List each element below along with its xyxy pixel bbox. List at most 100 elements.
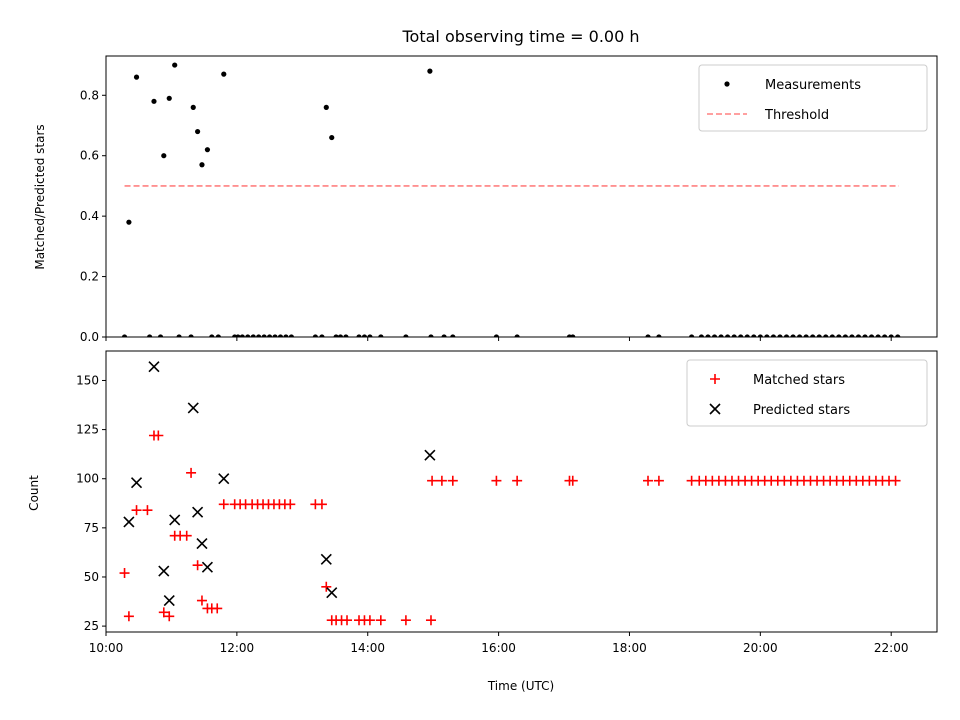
measurement-point bbox=[133, 74, 140, 80]
measurement-point bbox=[209, 334, 215, 337]
matched-star-point bbox=[119, 568, 130, 579]
matched-star-point bbox=[653, 475, 664, 486]
matched-star-point bbox=[342, 615, 353, 626]
matched-star-point bbox=[400, 615, 411, 626]
measurement-point bbox=[221, 71, 227, 77]
measurement-point bbox=[816, 334, 822, 337]
x-tick-label-5: 20:00 bbox=[743, 641, 778, 655]
matched-star-point bbox=[567, 475, 578, 486]
matched-star-point bbox=[364, 615, 375, 626]
measurement-point bbox=[705, 334, 711, 337]
predicted-star-point bbox=[201, 561, 213, 573]
measurement-point bbox=[367, 334, 373, 337]
y-tick-label-0-2: 0.4 bbox=[80, 209, 99, 223]
matched-star-point bbox=[192, 560, 203, 571]
measurement-point bbox=[875, 334, 881, 337]
predicted-star-point bbox=[158, 565, 170, 577]
matched-star-point bbox=[375, 615, 386, 626]
y-tick-label-0-1: 0.2 bbox=[80, 270, 99, 284]
matched-star-point bbox=[181, 530, 192, 541]
y-tick-label-1-4: 125 bbox=[76, 423, 99, 437]
measurement-point bbox=[770, 334, 777, 337]
y-tick-label-0-0: 0.0 bbox=[80, 330, 99, 344]
x-tick-label-2: 14:00 bbox=[350, 641, 385, 655]
y-tick-label-1-5: 150 bbox=[76, 373, 99, 387]
measurement-point bbox=[312, 334, 318, 337]
measurement-point bbox=[823, 334, 829, 337]
matched-star-point bbox=[131, 505, 142, 516]
matched-star-point bbox=[316, 499, 327, 510]
measurement-point bbox=[343, 334, 349, 337]
predicted-star-point bbox=[196, 538, 208, 550]
measurement-point bbox=[656, 334, 662, 337]
measurement-point bbox=[283, 334, 289, 337]
x-tick-label-0: 10:00 bbox=[89, 641, 124, 655]
measurement-point bbox=[235, 334, 241, 337]
measurement-point bbox=[337, 334, 344, 337]
matched-star-point bbox=[153, 430, 164, 441]
matched-star-point bbox=[158, 607, 169, 618]
measurement-point bbox=[849, 334, 855, 337]
x-tick-label-1: 12:00 bbox=[220, 641, 255, 655]
matched-star-point bbox=[643, 475, 654, 486]
measurement-point bbox=[725, 334, 731, 337]
bottom-panel: 25 50 75 100 125 150 10:00 12:00 14:00 16:00 18:00… bbox=[76, 350, 938, 655]
measurement-point bbox=[188, 334, 194, 337]
predicted-star-point bbox=[169, 514, 181, 526]
legend-marker-matched bbox=[710, 374, 720, 384]
measurement-point bbox=[333, 334, 339, 337]
panel-frame-1 bbox=[105, 350, 938, 633]
measurement-point bbox=[319, 334, 325, 337]
matched-star-point bbox=[123, 611, 134, 622]
predicted-star-point bbox=[320, 553, 332, 565]
matched-star-point bbox=[321, 581, 332, 592]
measurement-point bbox=[190, 104, 196, 110]
measurement-point bbox=[266, 334, 273, 337]
measurement-point bbox=[403, 334, 409, 337]
measurement-point bbox=[689, 334, 695, 337]
legend-box-1 bbox=[686, 359, 928, 427]
bottom-y-axis-label: Count bbox=[27, 475, 41, 511]
measurement-point bbox=[356, 334, 362, 337]
legend-label-1-1: Predicted stars bbox=[753, 403, 850, 418]
measurement-point bbox=[836, 334, 842, 337]
measurement-point bbox=[731, 334, 737, 337]
measurement-point bbox=[777, 334, 783, 337]
predicted-star-point bbox=[148, 361, 160, 373]
measurement-point bbox=[288, 334, 294, 337]
matched-star-point bbox=[427, 475, 438, 486]
measurement-point bbox=[195, 128, 201, 135]
measurement-point bbox=[450, 334, 456, 337]
measurement-point bbox=[441, 334, 447, 337]
y-tick-label-0-4: 0.8 bbox=[80, 88, 99, 102]
measurement-point bbox=[888, 334, 894, 337]
x-tick-label-3: 16:00 bbox=[481, 641, 516, 655]
measurement-point bbox=[157, 334, 164, 337]
measurement-point bbox=[176, 334, 182, 337]
predicted-star-point bbox=[326, 587, 338, 599]
measurement-point bbox=[764, 334, 770, 337]
legend-marker-predicted bbox=[709, 403, 721, 415]
x-tick-label-6: 22:00 bbox=[874, 641, 909, 655]
measurement-point bbox=[744, 334, 750, 337]
matched-star-point bbox=[447, 475, 458, 486]
matched-star-point bbox=[212, 603, 223, 614]
measurement-point bbox=[855, 334, 862, 337]
legend-label-0-0: Measurements bbox=[765, 78, 861, 93]
legend-marker-measurements bbox=[724, 81, 730, 87]
measurement-point bbox=[166, 95, 172, 101]
matched-star-point bbox=[186, 467, 197, 478]
measurement-point bbox=[277, 334, 284, 337]
legend-1: Matched stars Predicted stars bbox=[686, 359, 928, 427]
matched-star-point bbox=[164, 611, 175, 622]
series-0-0 bbox=[121, 62, 901, 337]
matched-star-point bbox=[491, 475, 502, 486]
y-tick-label-1-3: 100 bbox=[76, 472, 99, 486]
matched-star-point bbox=[425, 615, 436, 626]
measurement-point bbox=[783, 334, 790, 337]
legend-label-0-1: Threshold bbox=[764, 108, 829, 123]
series-1-0 bbox=[119, 430, 901, 626]
measurement-point bbox=[698, 334, 705, 337]
measurement-point bbox=[121, 334, 128, 337]
